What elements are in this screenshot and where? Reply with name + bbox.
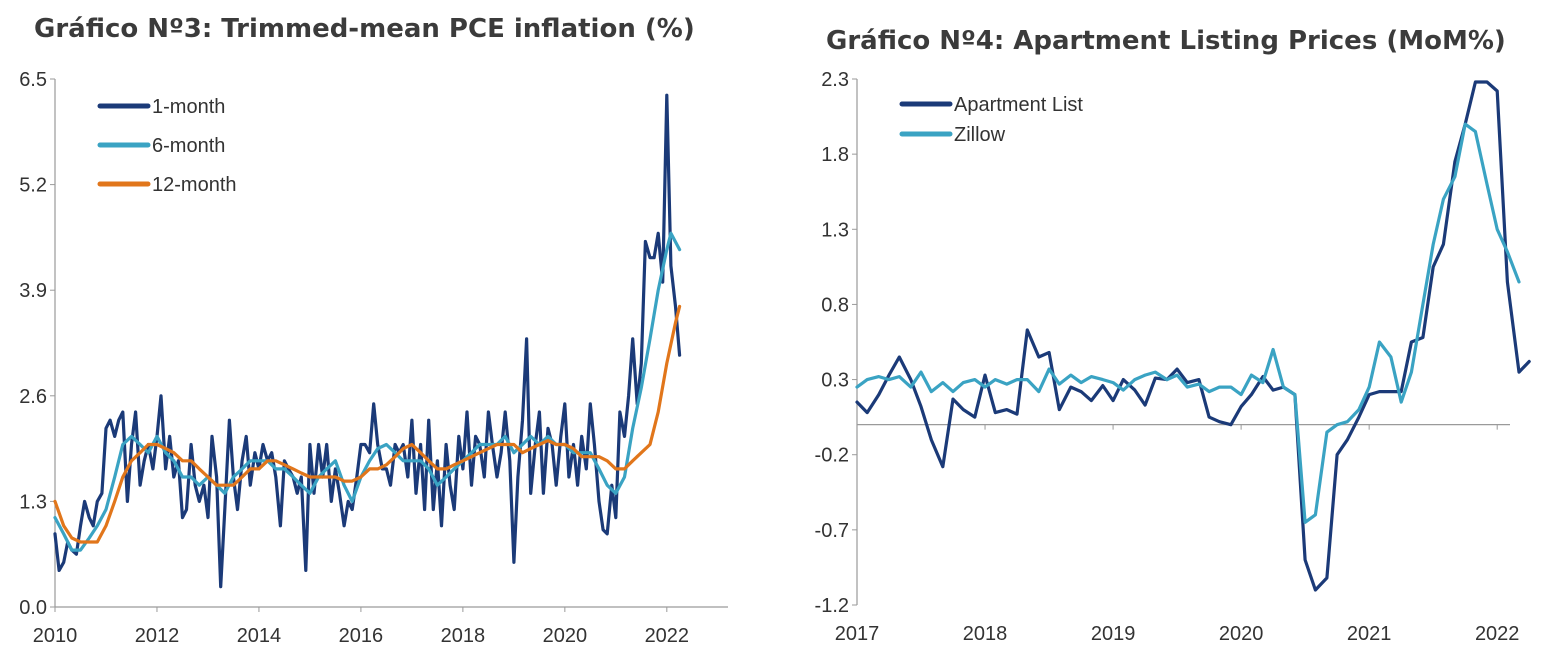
x-tick-label: 2020 xyxy=(543,625,588,647)
y-tick-label: 1.3 xyxy=(19,491,47,513)
series-line-3 xyxy=(53,304,682,544)
x-tick-label: 2016 xyxy=(339,625,384,647)
y-tick-label: 1.8 xyxy=(821,144,849,166)
series-line-2 xyxy=(53,231,682,552)
x-tick-label: 2022 xyxy=(1475,623,1520,645)
x-tick-label: 2014 xyxy=(237,625,282,647)
legend-label: Apartment List xyxy=(954,94,1083,116)
y-tick-label: 0.8 xyxy=(821,294,849,316)
y-tick-label: 6.5 xyxy=(19,69,47,91)
series-line-1 xyxy=(53,93,682,589)
y-tick-label: 5.2 xyxy=(19,175,47,197)
y-tick-label: -0.2 xyxy=(815,445,849,467)
y-tick-label: 1.3 xyxy=(821,219,849,241)
y-tick-label: 0.3 xyxy=(821,370,849,392)
legend-label: 1-month xyxy=(152,96,225,118)
x-tick-label: 2012 xyxy=(135,625,180,647)
x-tick-label: 2010 xyxy=(33,625,78,647)
chart-apartment-prices: 2.3 1.8 1.3 0.8 0.3 -0.2 -0.7 -1.2 2017 2018 2019 2… xyxy=(815,69,1531,645)
series-line-2 xyxy=(855,122,1521,524)
x-tick-label: 2018 xyxy=(963,623,1008,645)
y-tick-label: 0.0 xyxy=(19,597,47,619)
y-tick-label: 2.6 xyxy=(19,386,47,408)
x-tick-label: 2018 xyxy=(441,625,486,647)
x-tick-label: 2020 xyxy=(1219,623,1264,645)
legend-label: 6-month xyxy=(152,135,225,157)
series-line-1 xyxy=(855,80,1531,592)
y-tick-label: -0.7 xyxy=(815,520,849,542)
chart-title-apartment-prices: Gráfico Nº4: Apartment Listing Prices (M… xyxy=(826,26,1506,56)
x-tick-label: 2022 xyxy=(645,625,690,647)
y-tick-label: -1.2 xyxy=(815,595,849,617)
legend-label: 12-month xyxy=(152,174,237,196)
legend-label: Zillow xyxy=(954,124,1006,146)
chart-inflation: 0.0 1.3 2.6 3.9 5.2 6.5 2010 2012 2014 2016 2018 20… xyxy=(19,69,728,647)
y-tick-label: 3.9 xyxy=(19,280,47,302)
x-tick-label: 2017 xyxy=(835,623,880,645)
chart-title-inflation: Gráfico Nº3: Trimmed-mean PCE inflation … xyxy=(34,14,695,44)
y-tick-label: 2.3 xyxy=(821,69,849,91)
x-tick-label: 2021 xyxy=(1347,623,1392,645)
x-tick-label: 2019 xyxy=(1091,623,1136,645)
